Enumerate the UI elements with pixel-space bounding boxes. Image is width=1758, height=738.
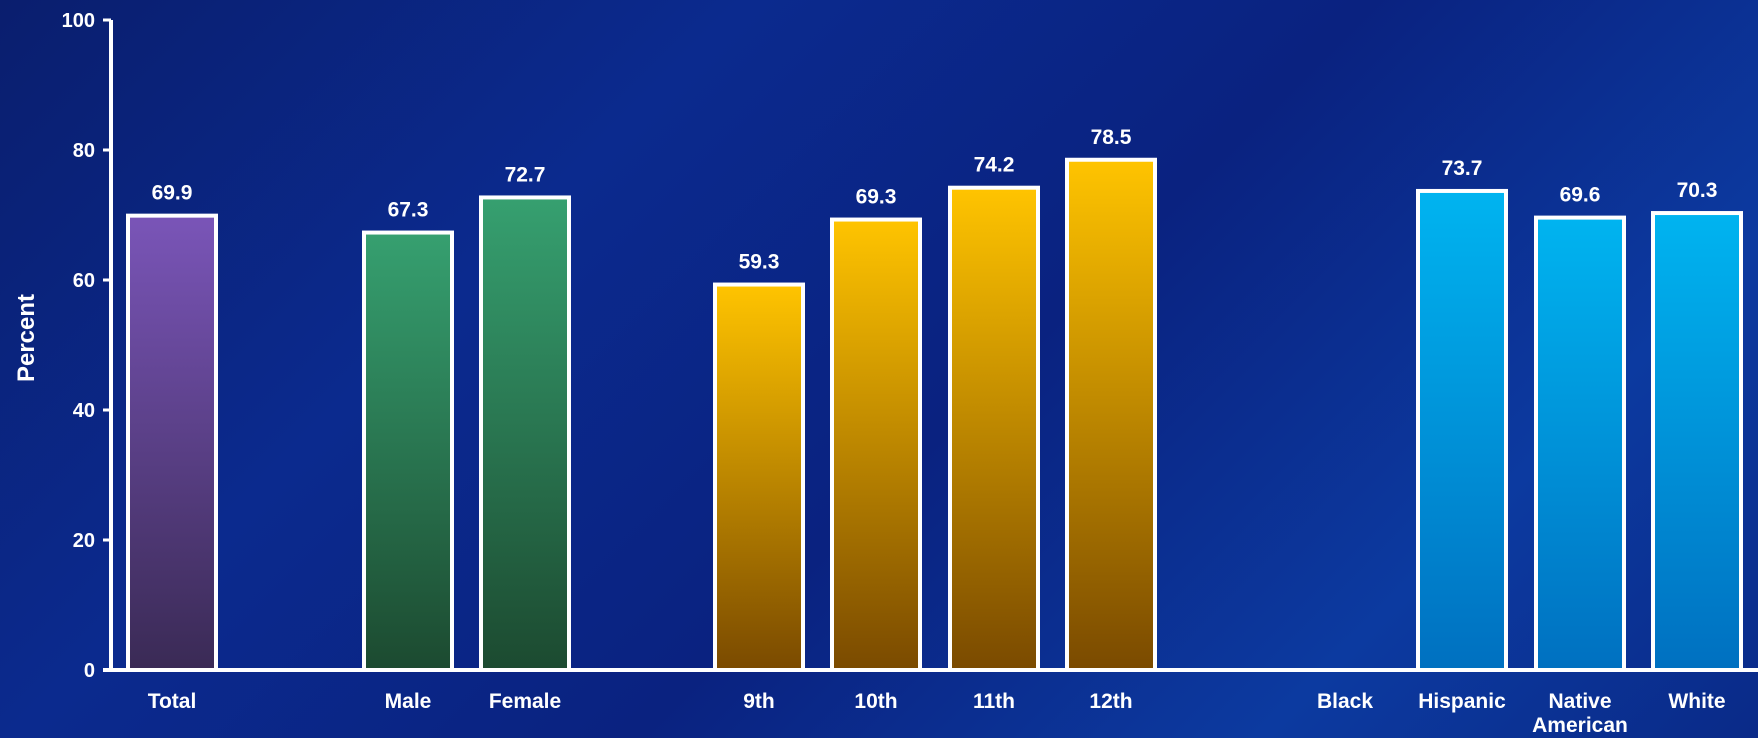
- bars-group: 69.9 67.3 72.7 59.3 69.3 74.2 78.5 73.7 69.6 70.3: [126, 126, 1743, 673]
- value-label-female: 72.7: [505, 163, 546, 186]
- bar-12th: [1065, 157, 1157, 672]
- bar-9th: [713, 282, 805, 672]
- value-label-11th: 74.2: [974, 154, 1015, 177]
- value-label-10th: 69.3: [856, 186, 897, 209]
- y-tick-label: 40: [73, 400, 95, 422]
- bar-male: [362, 230, 454, 673]
- category-label-9th: 9th: [743, 690, 775, 713]
- value-label-native-american: 69.6: [1560, 184, 1601, 207]
- value-label-male: 67.3: [388, 199, 429, 222]
- category-label-white: White: [1668, 690, 1725, 713]
- bar-total: [126, 213, 218, 672]
- bar-female: [479, 195, 571, 672]
- category-label-12th: 12th: [1089, 690, 1132, 713]
- bar-native-american: [1534, 215, 1626, 672]
- y-tick-label: 0: [84, 660, 95, 682]
- bar-10th: [830, 217, 922, 673]
- y-tick-label: 100: [62, 10, 95, 32]
- category-label-11th: 11th: [973, 690, 1015, 713]
- y-tick-label: 80: [73, 140, 95, 162]
- y-axis-title: Percent: [13, 294, 40, 382]
- category-label-native-american: Native American: [1532, 690, 1628, 737]
- category-label-hispanic: Hispanic: [1418, 690, 1506, 713]
- y-tick-label: 20: [73, 530, 95, 552]
- bar-11th: [948, 185, 1040, 672]
- y-tick-label: 60: [73, 270, 95, 292]
- value-label-total: 69.9: [152, 182, 193, 205]
- y-axis-ticks: 0 20 40 60 80 100: [62, 10, 111, 682]
- x-axis-labels: Total Male Female 9th 10th 11th 12th Black Hispa…: [148, 690, 1726, 737]
- category-label-female: Female: [489, 690, 561, 713]
- bar-white: [1651, 211, 1743, 673]
- category-label-black: Black: [1317, 690, 1373, 713]
- value-label-white: 70.3: [1677, 179, 1718, 202]
- category-label-10th: 10th: [854, 690, 897, 713]
- value-label-9th: 59.3: [739, 251, 780, 274]
- category-label-male: Male: [385, 690, 432, 713]
- bar-hispanic: [1416, 188, 1508, 672]
- category-label-total: Total: [148, 690, 197, 713]
- value-label-hispanic: 73.7: [1442, 157, 1483, 180]
- value-label-12th: 78.5: [1091, 126, 1132, 149]
